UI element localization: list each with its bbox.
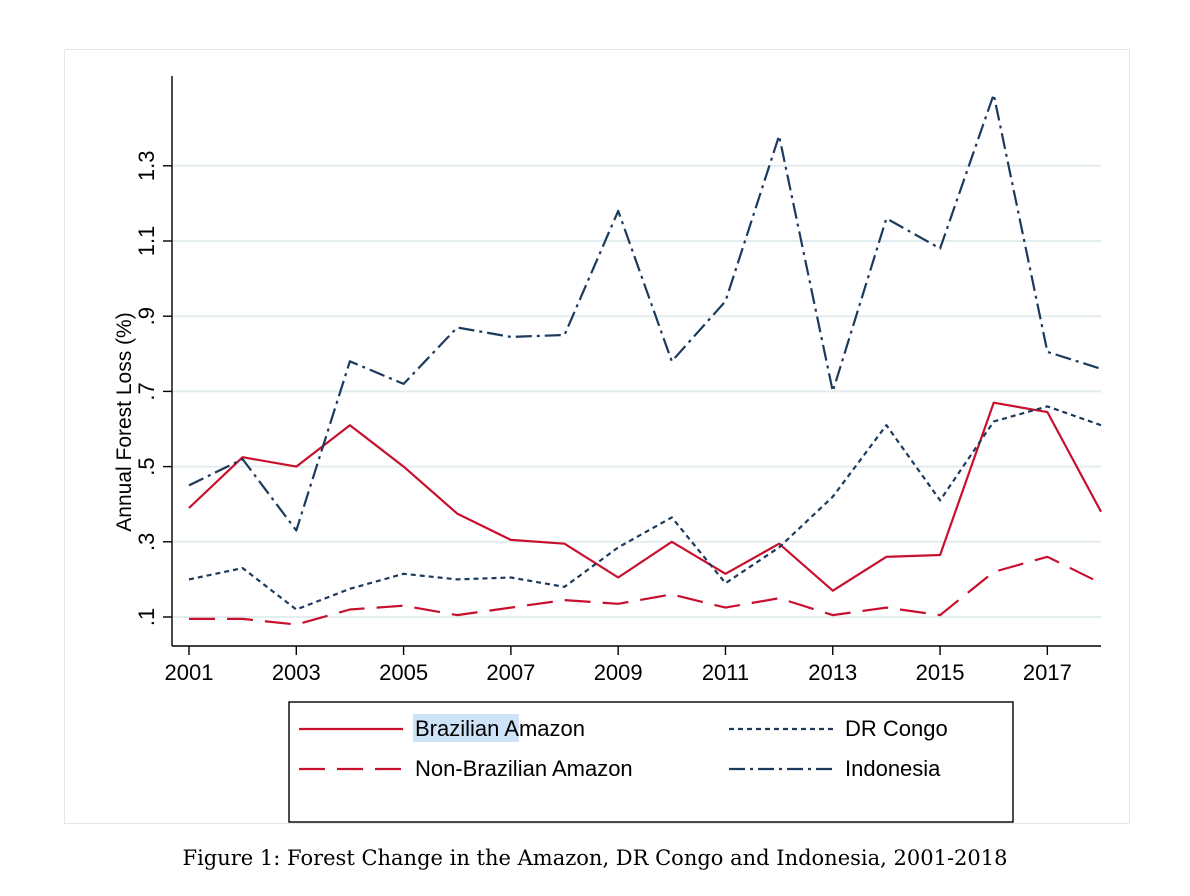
- x-axis-ticks: 2001 2003 2005 2007 2009 2011 2013 2015 2017: [165, 646, 1072, 685]
- legend-box: [288, 701, 1014, 823]
- series-lines: [188, 93, 1102, 626]
- legend-label: DR Congo: [845, 716, 948, 741]
- series-line: [189, 555, 1102, 626]
- series-line: [188, 401, 1102, 592]
- y-axis-ticks: .1 .3 .5 .7 .9 1.1 1.3: [134, 151, 172, 626]
- x-tick-label: 2009: [594, 660, 643, 685]
- y-tick-label: .9: [134, 307, 159, 325]
- chart-frame: .1 .3 .5 .7 .9 1.1 1.3 2001 2003 2005 2007 2009 201…: [64, 49, 1130, 824]
- axes: [171, 76, 1101, 647]
- y-tick-label: .1: [134, 608, 159, 626]
- legend-label: Non-Brazilian Amazon: [415, 756, 633, 781]
- y-tick-label: 1.3: [134, 151, 159, 182]
- forest-loss-chart: .1 .3 .5 .7 .9 1.1 1.3 2001 2003 2005 2007 2009 201…: [113, 76, 1102, 823]
- legend-label-part: Brazilian: [415, 716, 499, 741]
- y-tick-label: 1.1: [134, 226, 159, 257]
- gridlines: [173, 164, 1101, 618]
- y-tick-label: .5: [134, 457, 159, 475]
- legend-label: Brazilian Amazon: [415, 716, 585, 741]
- y-tick-label: .7: [134, 382, 159, 400]
- y-axis-label: Annual Forest Loss (%): [113, 312, 136, 531]
- y-tick-label: .3: [134, 533, 159, 551]
- x-tick-label: 2017: [1023, 660, 1072, 685]
- x-tick-label: 2007: [486, 660, 535, 685]
- x-tick-label: 2015: [916, 660, 965, 685]
- series-line: [188, 405, 1102, 611]
- legend-text-highlight: [413, 714, 519, 742]
- x-tick-label: 2013: [808, 660, 857, 685]
- x-tick-label: 2005: [379, 660, 428, 685]
- figure-caption: Figure 1: Forest Change in the Amazon, D…: [182, 846, 1008, 870]
- legend-label-part: Amazon: [499, 716, 585, 741]
- legend-label: Indonesia: [845, 756, 941, 781]
- series-line: [188, 93, 1102, 532]
- legend: Brazilian Amazon Non-Brazilian Amazon DR C…: [288, 701, 1014, 823]
- x-tick-label: 2001: [165, 660, 214, 685]
- x-tick-label: 2003: [272, 660, 321, 685]
- x-tick-label: 2011: [702, 660, 749, 685]
